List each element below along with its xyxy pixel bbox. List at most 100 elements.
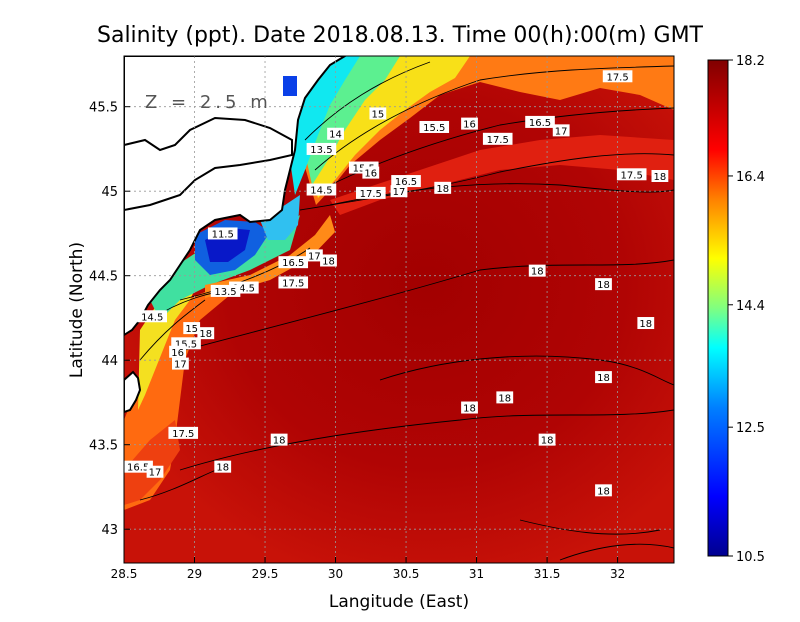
contour-label-box xyxy=(602,70,633,83)
contour-label: 18 xyxy=(651,169,669,183)
colorbar-tick-label: 16.4 xyxy=(736,170,765,185)
contour-label-box xyxy=(595,371,612,384)
contour-label-text: 18 xyxy=(597,280,610,291)
contour-label: 16 xyxy=(461,117,478,131)
contour-label-text: 18 xyxy=(597,373,610,384)
contour-label-box xyxy=(355,186,386,199)
contour-label: 13.5 xyxy=(306,142,337,156)
contour-labels: 17.51515.51616.51717.51413.515.51616.517… xyxy=(124,70,669,497)
contour-label-box xyxy=(595,278,612,291)
contour-label: 18 xyxy=(538,433,556,447)
contour-label-box xyxy=(461,401,478,414)
contour-label-box xyxy=(595,484,612,497)
contour-label-text: 17.5 xyxy=(360,189,382,200)
contour-label: 17 xyxy=(305,249,323,262)
contour-label: 18 xyxy=(434,181,452,195)
contour-label-box xyxy=(320,254,337,267)
contour-label: 18 xyxy=(595,371,612,384)
contour-label: 17 xyxy=(146,465,164,479)
contour-label: 16.5 xyxy=(124,460,153,474)
contour-label-box xyxy=(270,433,288,446)
y-tick-label: 44.5 xyxy=(89,270,118,285)
colorbar-tick-label: 18.2 xyxy=(736,54,765,69)
contour-label: 16.5 xyxy=(278,256,309,269)
land-mass-north xyxy=(124,56,347,337)
contour-label-box xyxy=(278,276,309,289)
contour-label-text: 14.5 xyxy=(310,186,332,197)
contour-label-box xyxy=(197,327,215,340)
y-tick-label: 44 xyxy=(101,354,118,369)
contour-label-text: 17 xyxy=(393,187,406,198)
contour-label-box xyxy=(369,107,387,120)
contour-label-box xyxy=(124,460,153,473)
contour-label-text: 14.5 xyxy=(141,312,163,323)
contour-label-text: 16 xyxy=(364,169,377,180)
contour-label: 16.5 xyxy=(525,115,555,129)
contour-label-text: 18 xyxy=(498,393,511,404)
contour-label: 17 xyxy=(390,185,408,198)
y-tick-label: 45 xyxy=(101,185,118,200)
contour-label-box xyxy=(528,264,546,277)
contour-label-box xyxy=(306,183,337,196)
colorbar xyxy=(707,59,729,557)
contour-label-box xyxy=(552,124,570,137)
plot-frame xyxy=(123,55,675,564)
lagoon-razelm xyxy=(124,116,293,212)
contour-label: 14.5 xyxy=(306,183,337,197)
contour-label-text: 17.5 xyxy=(606,72,628,83)
contour-label-text: 18 xyxy=(654,172,667,183)
contour-label-text: 16 xyxy=(171,348,184,359)
contour-label-text: 15 xyxy=(371,109,384,120)
colorbar-ticks: 18.2 16.4 14.4 12.5 10.5 xyxy=(728,54,765,565)
contour-label-box xyxy=(278,256,309,269)
contour-line xyxy=(179,409,674,471)
band-lightblue-shelf xyxy=(260,195,300,240)
contour-label-text: 18 xyxy=(639,319,652,330)
contour-line xyxy=(559,543,674,561)
contour-label-box xyxy=(651,169,669,182)
contour-label-box xyxy=(214,460,232,473)
contour-label-box xyxy=(327,127,344,140)
contour-label: 15 xyxy=(183,322,201,335)
contour-label-text: 17 xyxy=(174,360,187,371)
contour-label-text: 11.5 xyxy=(212,229,234,240)
x-tick-label: 31.5 xyxy=(534,567,561,581)
contour-label-text: 16.5 xyxy=(529,118,551,129)
y-tick-label: 43.5 xyxy=(89,439,118,454)
contour-label-text: 15.5 xyxy=(175,339,197,350)
contour-label-box xyxy=(434,181,452,194)
contour-label: 11.5 xyxy=(207,227,238,240)
contour-label-box xyxy=(616,168,647,181)
chart-title: Salinity (ppt). Date 2018.08.13. Time 00… xyxy=(97,23,704,48)
contour-label-box xyxy=(419,120,450,133)
contour-label-text: 18 xyxy=(531,267,544,278)
contour-label-text: 18 xyxy=(273,436,286,447)
contour-label-box xyxy=(461,117,478,130)
y-axis-label: Latitude (North) xyxy=(67,242,87,378)
contour-label-text: 17 xyxy=(149,468,162,479)
x-axis: 28.5 29 29.5 30 30.5 31 31.5 32 xyxy=(111,557,625,581)
contour-label: 16 xyxy=(362,166,380,180)
contour-label-text: 16.5 xyxy=(282,258,304,269)
contour-label-box xyxy=(538,433,556,446)
contour-label-box xyxy=(137,310,168,323)
contour-line xyxy=(379,355,674,386)
plot-area: 17.51515.51616.51717.51413.515.51616.517… xyxy=(124,56,674,563)
contour-label: 17.5 xyxy=(616,168,647,181)
contour-label: 17 xyxy=(172,357,189,371)
contour-label: 17.5 xyxy=(482,132,513,146)
contour-label-box xyxy=(146,465,164,478)
contour-label: 18 xyxy=(595,278,612,291)
contour-label-text: 15.5 xyxy=(423,123,445,134)
contour-label: 18 xyxy=(528,264,546,278)
colorbar-tick-label: 10.5 xyxy=(736,550,765,565)
x-tick-label: 30.5 xyxy=(393,567,420,581)
x-tick-label: 29 xyxy=(187,567,202,581)
contour-label: 18 xyxy=(197,327,215,340)
contour-label-box xyxy=(169,345,186,358)
contour-label-text: 17 xyxy=(555,126,568,137)
contour-label: 18 xyxy=(637,317,655,330)
contour-label-box xyxy=(482,132,513,145)
contour-label-text: 17 xyxy=(308,251,321,262)
